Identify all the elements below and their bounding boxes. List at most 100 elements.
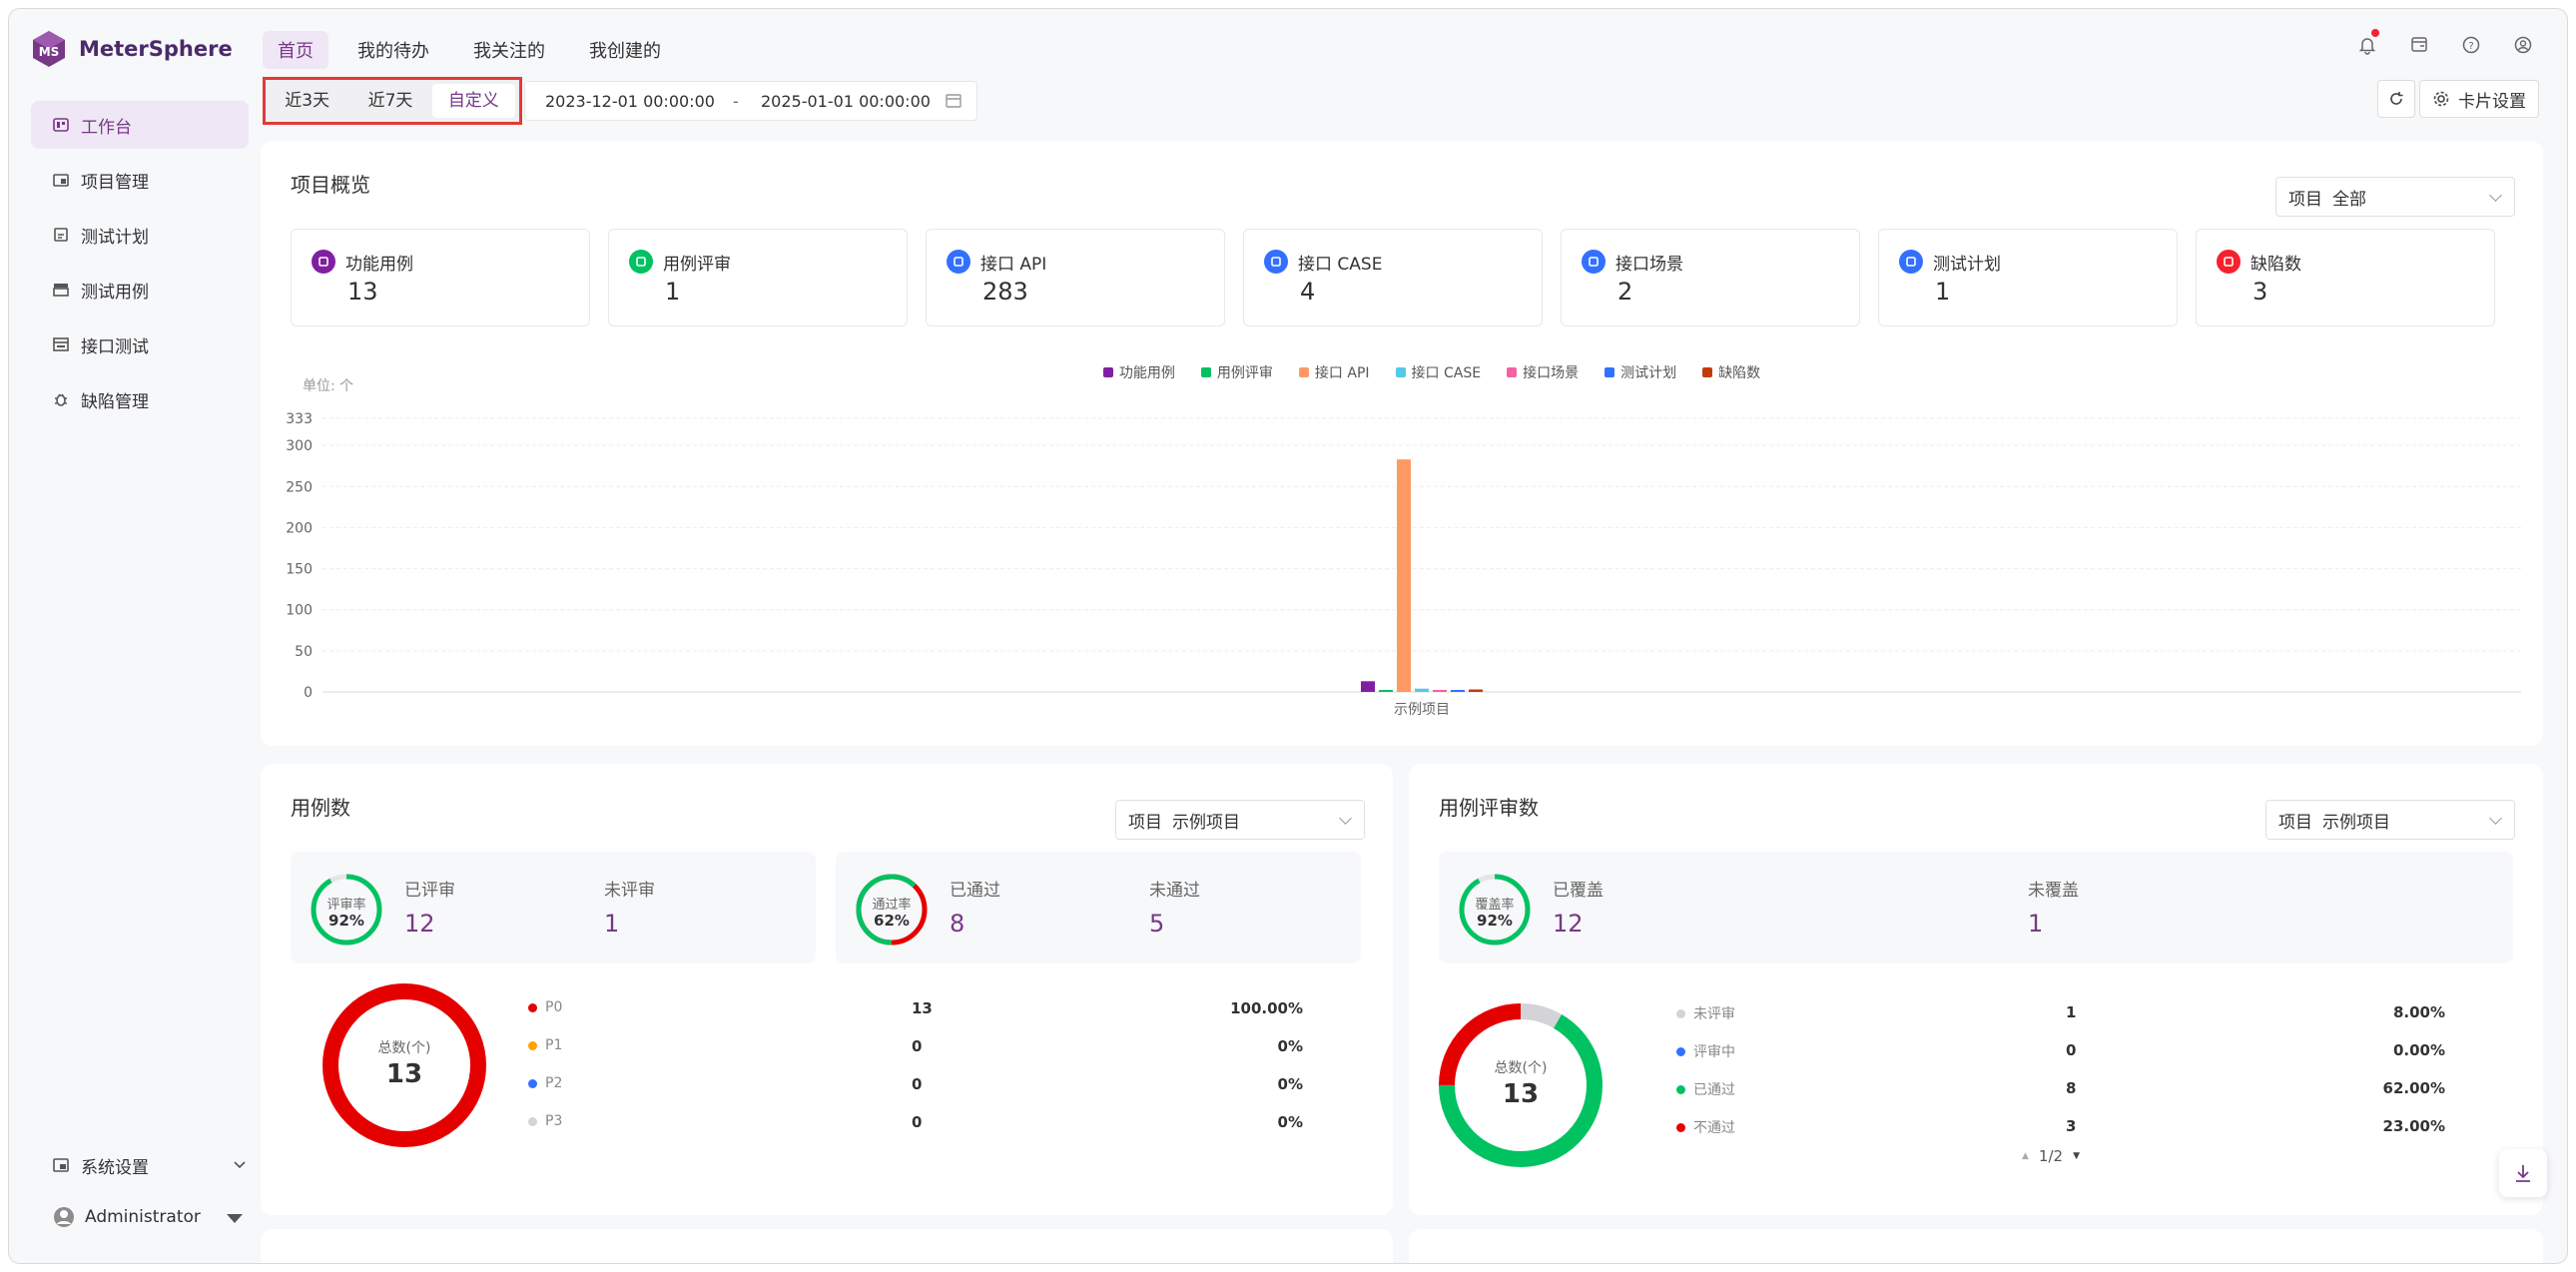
row-label: 评审中 bbox=[1693, 1044, 1735, 1060]
sidebar-item-label: 测试计划 bbox=[81, 227, 149, 248]
legend-item[interactable]: 测试计划 bbox=[1605, 362, 1676, 382]
stat-card-icon bbox=[629, 250, 653, 274]
distribution-row: 未评审 bbox=[1676, 1003, 1735, 1023]
refresh-button[interactable] bbox=[2377, 80, 2415, 118]
system-settings-menu[interactable]: 系统设置 bbox=[31, 1145, 263, 1185]
legend-item[interactable]: 接口 API bbox=[1298, 362, 1370, 382]
stat-card[interactable]: 用例评审 1 bbox=[608, 229, 908, 326]
passed-value: 8 bbox=[950, 910, 966, 938]
legend-item[interactable]: 接口 CASE bbox=[1395, 362, 1481, 382]
ring-progress bbox=[1459, 874, 1531, 946]
range-custom[interactable]: 自定义 bbox=[431, 84, 515, 118]
stat-card[interactable]: 接口 CASE 4 bbox=[1243, 229, 1543, 326]
legend-item[interactable]: 用例评审 bbox=[1200, 362, 1273, 382]
select-value: 示例项目 bbox=[2322, 812, 2390, 833]
user-menu[interactable]: Administrator bbox=[31, 1197, 263, 1237]
project-select[interactable]: 项目 示例项目 bbox=[1115, 800, 1365, 840]
tab-home[interactable]: 首页 bbox=[263, 31, 328, 69]
page-prev-icon[interactable]: ▲ bbox=[2022, 1151, 2029, 1161]
select-label: 项目 bbox=[2278, 812, 2312, 833]
tab-my-todo[interactable]: 我的待办 bbox=[357, 41, 429, 62]
select-label: 项目 bbox=[2288, 189, 2322, 210]
stat-card-value: 13 bbox=[347, 278, 378, 306]
donut-slice[interactable] bbox=[322, 983, 486, 1147]
ring-progress bbox=[311, 874, 382, 946]
stat-card[interactable]: 接口 API 283 bbox=[926, 229, 1225, 326]
stat-card-icon bbox=[1582, 250, 1606, 274]
personal-center-icon[interactable] bbox=[2513, 35, 2533, 55]
bar[interactable] bbox=[1415, 688, 1429, 692]
row-label: P0 bbox=[545, 999, 563, 1015]
row-percent: 62.00% bbox=[2382, 1079, 2445, 1097]
sidebar-item-label: 项目管理 bbox=[81, 172, 149, 193]
bar[interactable] bbox=[1451, 690, 1465, 692]
stat-card[interactable]: 接口场景 2 bbox=[1561, 229, 1860, 326]
range-last-7-days[interactable]: 近7天 bbox=[367, 91, 413, 111]
donut-total: 13 bbox=[385, 1059, 423, 1089]
reviewed-value: 12 bbox=[404, 910, 435, 938]
help-icon[interactable]: ? bbox=[2461, 35, 2481, 55]
y-tick-label: 300 bbox=[286, 438, 313, 454]
legend-item[interactable]: 缺陷数 bbox=[1702, 362, 1760, 382]
stat-card-name: 用例评审 bbox=[663, 255, 731, 275]
review-rate-ring-graphic bbox=[311, 874, 382, 946]
download-button[interactable] bbox=[2499, 1149, 2547, 1197]
sidebar-item-workbench[interactable]: 工作台 bbox=[31, 101, 249, 149]
calendar-icon bbox=[946, 94, 962, 108]
legend-dot bbox=[1676, 1046, 1685, 1056]
stat-card[interactable]: 缺陷数 3 bbox=[2196, 229, 2495, 326]
row-percent: 0% bbox=[1277, 1075, 1303, 1093]
donut-slice[interactable] bbox=[1439, 1003, 1603, 1167]
task-center-icon[interactable] bbox=[2409, 35, 2429, 55]
row-count: 8 bbox=[2066, 1079, 2077, 1097]
panel-title: 用例评审数 bbox=[1439, 796, 1539, 820]
passed-label: 已通过 bbox=[950, 881, 1000, 901]
sidebar-item-test-plan[interactable]: 测试计划 bbox=[31, 211, 249, 259]
app-logo[interactable]: MS MeterSphere bbox=[29, 27, 233, 71]
stat-card-icon bbox=[2217, 250, 2241, 274]
row-percent: 0% bbox=[1277, 1113, 1303, 1131]
bar[interactable] bbox=[1433, 690, 1447, 692]
stat-card-name: 功能用例 bbox=[345, 255, 413, 275]
sidebar-item-bug[interactable]: 缺陷管理 bbox=[31, 375, 249, 423]
stat-card-value: 283 bbox=[982, 278, 1028, 306]
project-select[interactable]: 项目 全部 bbox=[2275, 177, 2515, 217]
coverage-ring: 覆盖率 92% bbox=[1457, 872, 1533, 948]
row-label: P2 bbox=[545, 1075, 563, 1091]
sidebar-item-test-case[interactable]: 测试用例 bbox=[31, 266, 249, 314]
sidebar-item-api-test[interactable]: 接口测试 bbox=[31, 320, 249, 368]
legend-label: 功能用例 bbox=[1118, 365, 1175, 381]
test-plan-icon bbox=[54, 228, 68, 242]
legend-item[interactable]: 接口场景 bbox=[1507, 362, 1579, 382]
tab-my-created[interactable]: 我创建的 bbox=[589, 41, 661, 62]
tab-my-followed[interactable]: 我关注的 bbox=[473, 41, 545, 62]
date-range-picker[interactable]: 2023-12-01 00:00:00 - 2025-01-01 00:00:0… bbox=[524, 81, 977, 121]
legend-item[interactable]: 功能用例 bbox=[1102, 362, 1175, 382]
donut-slice[interactable] bbox=[1439, 1003, 1603, 1167]
pass-rate-ring-graphic bbox=[856, 874, 928, 946]
stat-card-name: 接口场景 bbox=[1615, 255, 1683, 275]
bar[interactable] bbox=[1397, 459, 1411, 692]
notification-bell-icon[interactable] bbox=[2357, 29, 2379, 55]
bar[interactable] bbox=[1379, 690, 1393, 692]
bug-icon bbox=[55, 393, 67, 406]
bar[interactable] bbox=[1361, 681, 1375, 692]
bar[interactable] bbox=[1469, 689, 1483, 692]
y-tick-label: 0 bbox=[304, 685, 313, 701]
range-last-3-days[interactable]: 近3天 bbox=[285, 91, 330, 111]
sidebar-item-project[interactable]: 项目管理 bbox=[31, 156, 249, 204]
failed-label: 未通过 bbox=[1149, 881, 1200, 901]
stat-card-value: 4 bbox=[1300, 278, 1316, 306]
legend-swatch bbox=[1605, 367, 1615, 377]
stat-card[interactable]: 测试计划 1 bbox=[1878, 229, 2178, 326]
stat-card[interactable]: 功能用例 13 bbox=[291, 229, 590, 326]
panel-title: 项目概览 bbox=[291, 173, 370, 197]
card-settings-button[interactable]: 卡片设置 bbox=[2419, 80, 2539, 118]
page-next-icon[interactable]: ▼ bbox=[2073, 1151, 2080, 1161]
row-label: P1 bbox=[545, 1037, 563, 1053]
project-select[interactable]: 项目 示例项目 bbox=[2265, 800, 2515, 840]
review-rate-block: 评审率 92% 已评审 12 未评审 1 bbox=[291, 852, 816, 963]
sidebar-item-label: 接口测试 bbox=[81, 336, 149, 357]
settings-icon bbox=[53, 1158, 69, 1172]
row-percent: 100.00% bbox=[1230, 999, 1303, 1017]
